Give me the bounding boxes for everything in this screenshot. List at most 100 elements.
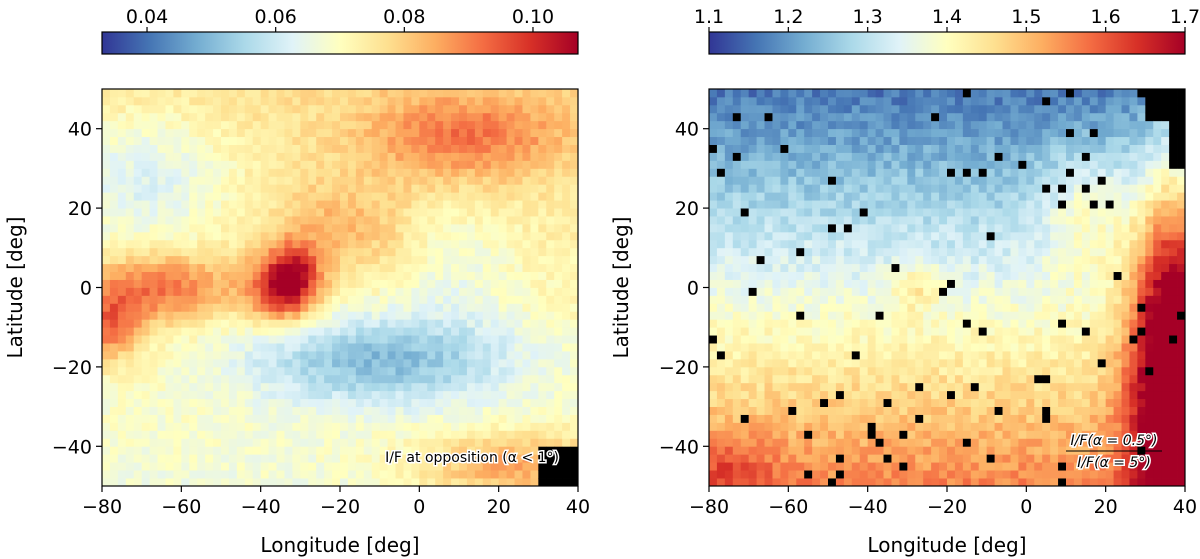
heatmap-cell [1010, 263, 1019, 273]
heatmap-cell [947, 478, 956, 487]
heatmap-cell [324, 176, 333, 185]
heatmap-cell [522, 89, 531, 98]
heatmap-cell [716, 319, 726, 328]
heatmap-cell [411, 406, 420, 415]
heatmap-cell [554, 128, 563, 138]
heatmap-cell [709, 152, 718, 161]
heatmap-cell [522, 454, 531, 463]
heatmap-cell [835, 422, 845, 431]
heatmap-cell [260, 382, 269, 392]
heatmap-cell [363, 263, 373, 273]
heatmap-cell [102, 231, 111, 241]
heatmap-cell [506, 89, 515, 98]
heatmap-cell [994, 414, 1003, 423]
heatmap-cell [994, 374, 1003, 384]
heatmap-cell [724, 176, 734, 185]
heatmap-cell [915, 96, 924, 106]
heatmap-cell [498, 422, 507, 431]
heatmap-cell [228, 303, 238, 312]
heatmap-cell [189, 168, 198, 177]
heatmap-cell [506, 255, 515, 265]
heatmap-cell [109, 168, 119, 177]
heatmap-cell [347, 351, 357, 360]
heatmap-cell [221, 414, 230, 423]
heatmap-cell [443, 231, 452, 241]
heatmap-cell [939, 96, 948, 106]
heatmap-cell [451, 398, 460, 407]
heatmap-cell [514, 319, 523, 328]
heatmap-cell [157, 279, 166, 288]
heatmap-cell [970, 128, 980, 138]
heatmap-cell [570, 287, 579, 296]
heatmap-cell [994, 438, 1003, 447]
heatmap-cell [197, 478, 206, 487]
heatmap-cell [931, 351, 940, 360]
heatmap-cell [371, 295, 381, 304]
heatmap-cell [907, 390, 916, 400]
heatmap-cell [740, 144, 750, 153]
heatmap-cell [300, 263, 309, 273]
heatmap-cell [867, 263, 876, 273]
heatmap-cell [355, 192, 365, 201]
heatmap-cell [748, 335, 757, 344]
heatmap-cell [284, 374, 293, 384]
heatmap-cell [395, 192, 404, 201]
heatmap-cell [812, 96, 821, 106]
heatmap-cell [1010, 184, 1019, 193]
heatmap-cell [435, 319, 444, 328]
heatmap-cell [443, 382, 452, 392]
heatmap-cell [181, 319, 190, 328]
heatmap-cell [482, 406, 492, 415]
heatmap-cell [189, 446, 198, 455]
heatmap-cell [732, 223, 742, 233]
heatmap-cell [379, 358, 388, 368]
heatmap-cell [947, 351, 956, 360]
heatmap-cell [173, 208, 182, 217]
heatmap-cell [435, 438, 444, 447]
heatmap-cell [268, 200, 277, 209]
heatmap-cell [828, 319, 837, 328]
heatmap-cell [709, 335, 718, 344]
heatmap-cell [970, 366, 980, 376]
heatmap-cell [867, 454, 876, 463]
heatmap-cell [756, 216, 765, 225]
heatmap-cell [300, 287, 309, 296]
heatmap-cell [173, 390, 182, 400]
heatmap-cell [772, 303, 781, 312]
heatmap-cell [292, 454, 301, 463]
heatmap-cell [427, 414, 436, 423]
heatmap-cell [570, 382, 579, 392]
heatmap-cell [340, 390, 349, 400]
heatmap-cell [443, 398, 452, 407]
heatmap-cell [530, 303, 539, 312]
heatmap-cell [554, 144, 563, 153]
heatmap-cell [419, 168, 428, 177]
heatmap-cell [724, 390, 734, 400]
heatmap-cell [891, 152, 900, 161]
heatmap-cell [498, 200, 507, 209]
heatmap-cell [764, 478, 773, 487]
heatmap-cell [812, 311, 821, 320]
heatmap-cell [221, 422, 230, 431]
heatmap-cell [554, 168, 563, 177]
heatmap-cell [133, 160, 143, 169]
heatmap-cell [883, 239, 892, 249]
heatmap-cell [189, 374, 198, 384]
heatmap-cell [205, 446, 214, 455]
heatmap-cell [820, 168, 829, 177]
heatmap-cell [835, 430, 845, 439]
heatmap-cell [546, 89, 555, 98]
heatmap-cell [570, 192, 579, 201]
heatmap-cell [923, 398, 932, 407]
heatmap-cell [772, 208, 781, 217]
heatmap-cell [395, 287, 404, 296]
heatmap-cell [498, 327, 507, 336]
heatmap-cell [482, 430, 492, 439]
heatmap-cell [133, 263, 143, 273]
heatmap-cell [1002, 311, 1011, 320]
heatmap-cell [149, 295, 158, 304]
heatmap-cell [978, 152, 988, 161]
heatmap-cell [899, 422, 908, 431]
heatmap-cell [851, 255, 861, 265]
colorbar-tick-label: 0.06 [255, 6, 297, 28]
